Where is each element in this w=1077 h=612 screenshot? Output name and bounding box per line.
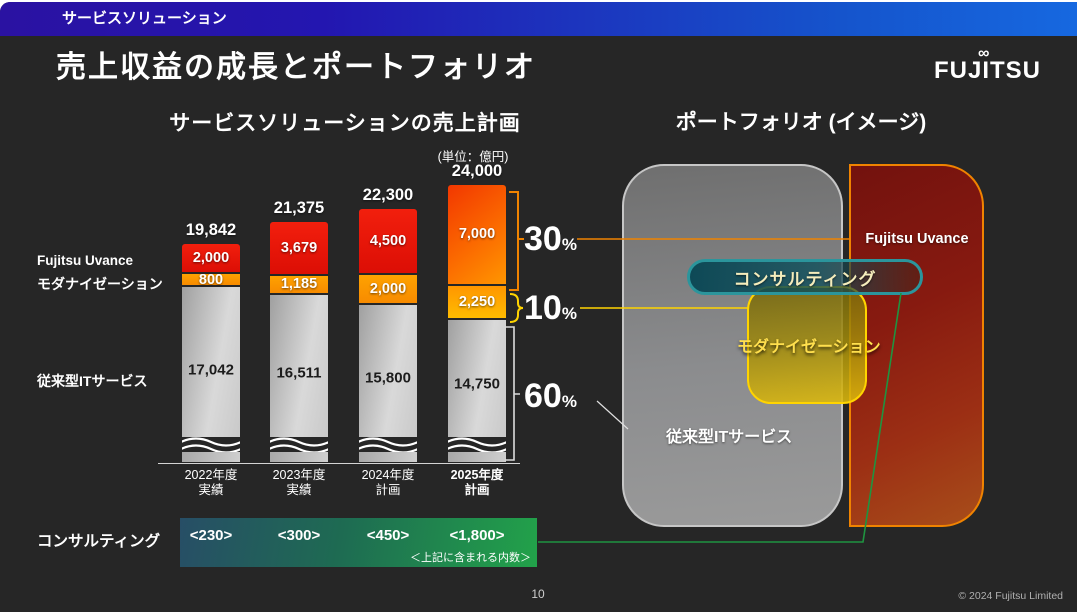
bar-segment-legacy-label: 15,800	[365, 369, 411, 387]
bar-segment-legacy-label: 16,511	[276, 364, 322, 382]
bracket-30pct	[509, 191, 524, 291]
bar-segment-modernization: 2,250	[448, 285, 506, 318]
consulting-value-2025: <1,800>	[449, 527, 505, 544]
bar-segment-legacy-label: 17,042	[188, 361, 234, 379]
bracket-10pct	[509, 293, 524, 323]
section-tag: サービスソリューション	[62, 10, 227, 27]
bar-segment-legacy-label: 14,750	[454, 375, 500, 393]
logo-text: FUJITSU	[933, 57, 1041, 84]
legend-modernization: モダナイゼーション	[37, 276, 163, 292]
bar-segment-uvance: 4,500	[359, 208, 417, 273]
axis-break-icon	[357, 437, 419, 454]
page-title: 売上収益の成長とポートフォリオ	[56, 51, 536, 84]
bar-segment-legacy: 15,800	[359, 304, 417, 437]
bar-segment-legacy: 16,511	[270, 294, 328, 437]
bar-segment-modernization: 1,185	[270, 276, 328, 293]
bar-segment-legacy-stub	[182, 452, 240, 462]
bar-column: 19,842 2,000 800 17,042	[180, 220, 242, 462]
axis-break-icon	[180, 437, 242, 454]
bar-segment-uvance: 3,679	[270, 221, 328, 275]
chart-title: サービスソリューションの売上計画	[169, 112, 521, 135]
page-number: 10	[531, 587, 545, 601]
share-label-30: 30%	[524, 220, 577, 258]
bar-segment-legacy-stub	[359, 452, 417, 462]
bar-segment-uvance: 7,000	[448, 184, 506, 284]
x-axis-label: 2024年度 計画	[361, 468, 415, 497]
bar-total-label: 21,375	[273, 198, 325, 217]
legend-legacy: 従来型ITサービス	[37, 373, 148, 389]
axis-break-icon	[268, 437, 330, 454]
fujitsu-logo: ∞ FUJITSU	[933, 45, 1041, 85]
bar-column: 22,300 4,500 2,000 15,800	[357, 185, 419, 462]
x-axis-label: 2022年度 実績	[184, 468, 238, 497]
bar-total-label: 22,300	[362, 185, 414, 204]
legend-uvance: Fujitsu Uvance	[37, 253, 134, 268]
consulting-value-2023: <300>	[277, 527, 321, 544]
bar-column: 24,000 7,000 2,250 14,750	[446, 161, 508, 462]
axis-break-icon	[446, 437, 508, 454]
consulting-values-box	[180, 518, 537, 567]
x-axis-label: 2023年度 実績	[272, 468, 326, 497]
share-label-10: 10%	[524, 289, 577, 327]
bar-total-label: 19,842	[185, 220, 237, 239]
consulting-value-2022: <230>	[189, 527, 233, 544]
header-bar: サービスソリューション	[0, 2, 1077, 36]
portfolio-consulting-pill: コンサルティング	[687, 259, 923, 295]
consulting-note: ＜上記に含まれる内数＞	[410, 552, 531, 564]
bar-segment-legacy: 17,042	[182, 287, 240, 437]
portfolio-uvance-label: Fujitsu Uvance	[865, 231, 969, 247]
bar-segment-uvance: 2,000	[182, 243, 240, 272]
bar-segment-modernization: 800	[182, 272, 240, 288]
bracket-60pct	[505, 326, 520, 461]
bar-segment-legacy-stub	[270, 452, 328, 462]
unit-label: (単位：億円)	[437, 150, 509, 164]
infinity-icon: ∞	[977, 45, 991, 62]
portfolio-legacy-label: 従来型ITサービス	[666, 429, 793, 446]
consulting-value-2024: <450>	[366, 527, 410, 544]
portfolio-modernization-label: モダナイゼーション	[737, 339, 881, 356]
portfolio-title: ポートフォリオ (イメージ)	[675, 111, 927, 134]
bar-total-label: 24,000	[451, 161, 503, 180]
bar-segment-legacy: 14,750	[448, 319, 506, 437]
consulting-row-label: コンサルティング	[37, 533, 161, 550]
x-axis-label: 2025年度 計画	[450, 468, 504, 497]
bar-segment-legacy-stub	[448, 452, 506, 462]
bar-column: 21,375 3,679 1,185 16,511	[268, 198, 330, 462]
share-label-60: 60%	[524, 377, 577, 415]
copyright: © 2024 Fujitsu Limited	[958, 590, 1063, 602]
x-axis-line	[158, 463, 520, 464]
bar-segment-modernization: 2,000	[359, 274, 417, 303]
